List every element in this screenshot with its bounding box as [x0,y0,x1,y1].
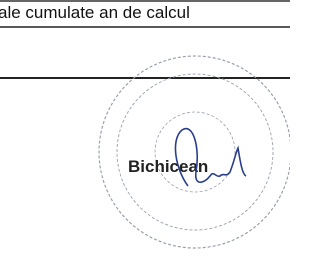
document-fragment: ale cumulate an de calcul Bichicean [0,0,290,263]
header-text: ale cumulate an de calcul [0,3,190,22]
stamp [99,56,290,248]
page: {"header": {"text": "ale cumulate an de … [0,0,290,263]
